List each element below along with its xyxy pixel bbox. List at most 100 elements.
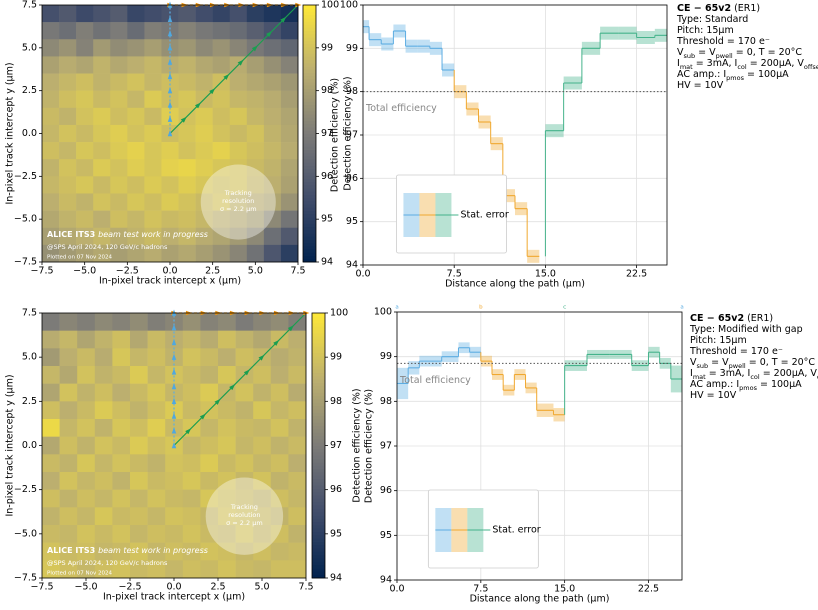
heatmap-cell [246, 107, 265, 126]
heatmap-cell [112, 525, 131, 543]
heatmap-cell [59, 124, 77, 143]
heatmap-cell [110, 159, 128, 177]
colorbar-gradient [303, 114, 316, 118]
parameter-text: I [690, 368, 693, 379]
x-axis-label: Distance along the path (µm) [445, 279, 585, 290]
heatmap-cell [253, 454, 272, 473]
parameter-text: = 200µA, V [747, 58, 805, 69]
subscript: col [737, 63, 747, 71]
colorbar-gradient [312, 475, 325, 480]
heatmap-cell [110, 210, 128, 229]
heatmap-cell [130, 454, 148, 473]
heatmap-cell [178, 22, 196, 40]
x-tick-label: 2.5 [205, 266, 220, 277]
heatmap-cell [130, 472, 148, 490]
heatmap-cell [42, 348, 60, 367]
heatmap-cell [165, 454, 184, 473]
colorbar-gradient [312, 319, 325, 324]
heatmap-cell [59, 472, 78, 490]
heatmap-cell [280, 142, 299, 160]
heatmap-cell [200, 383, 219, 402]
heatmap-cell [130, 436, 148, 455]
heatmap-cell [110, 244, 128, 263]
parameter-text: = 0, T = 20°C [733, 47, 803, 58]
colorbar-gradient [312, 339, 325, 344]
y-tick-label: 97 [346, 130, 358, 141]
sensor-parameter: Vsub = Vpwell = 0, T = 20°C [690, 357, 815, 371]
y-tick-label: 96 [380, 485, 392, 496]
heatmap-cell [195, 124, 213, 143]
experiment-name: ALICE ITS3 [47, 546, 95, 555]
colorbar-gradient [303, 91, 316, 96]
heatmap-cell [59, 330, 78, 349]
path-segment [173, 312, 307, 446]
heatmap-cell [229, 244, 248, 263]
heatmap-cell [93, 107, 111, 126]
colorbar-gradient [303, 46, 316, 51]
heatmap-cell [280, 107, 299, 126]
heatmap-cell [42, 383, 60, 402]
heatmap-cell [235, 436, 254, 455]
colorbar-gradient [303, 136, 316, 141]
subscript: mat [680, 63, 693, 71]
y-tick-label: 0.0 [22, 128, 37, 139]
heatmap-cell [42, 244, 60, 263]
y-tick-label: 2.5 [22, 396, 37, 407]
heatmap-cell [59, 542, 78, 561]
colorbar-gradient [312, 455, 325, 460]
colorbar-gradient [303, 252, 316, 256]
heatmap-cell [42, 90, 60, 109]
colorbar-gradient [303, 249, 316, 253]
path-marker [171, 324, 177, 331]
heatmap-cell [235, 472, 254, 490]
heatmap-cell [93, 142, 111, 160]
heatmap-cell [147, 489, 166, 508]
heatmap-cell [288, 489, 307, 508]
heatmap-cell [130, 348, 148, 367]
colorbar-gradient [303, 236, 316, 240]
legend-label: Stat. error [492, 525, 540, 536]
sensor-title: CE − 65v2 (ER1) [677, 3, 760, 14]
colorbar-gradient [312, 382, 325, 387]
heatmap-cell [144, 227, 162, 246]
x-tick-label: 22.5 [626, 269, 647, 280]
heatmap-cell [263, 244, 282, 263]
heatmap-cell [42, 419, 60, 437]
heatmap-cell [218, 313, 236, 331]
heatmap-cell [76, 107, 94, 126]
experiment-label: ALICE ITS3 beam test work in progress [47, 546, 208, 555]
heatmap-cell [178, 227, 196, 246]
heatmap-cell [94, 366, 113, 384]
heatmap-cell [130, 401, 148, 420]
heatmap-cell [76, 244, 94, 263]
heatmap-cell [218, 507, 236, 526]
heatmap-cell [200, 507, 219, 526]
heatmap-cell [147, 560, 166, 579]
heatmap-cell [42, 436, 60, 455]
heatmap-cell [93, 73, 111, 91]
heatmap-cell [288, 366, 307, 384]
path-marker [258, 354, 265, 361]
heatmap-cell [235, 401, 254, 420]
experiment-status: beam test work in progress [98, 546, 208, 555]
heatmap-cell [200, 330, 219, 349]
colorbar-gradient [312, 322, 325, 327]
heatmap-cell [144, 124, 162, 143]
path-marker [171, 427, 177, 434]
heatmap-cell [147, 454, 166, 473]
subscript: col [750, 373, 760, 381]
y-axis-label: Detection efficiency (%) [364, 389, 375, 503]
colorbar-gradient [303, 94, 316, 99]
heatmap-cell [263, 56, 282, 74]
heatmap-cell [76, 142, 94, 160]
colorbar-gradient [312, 452, 325, 456]
heatmap-cell [200, 436, 219, 455]
heatmap-cell [229, 5, 248, 23]
colorbar-tick-label: 94 [321, 257, 333, 268]
parameter-text: HV = 10V [677, 80, 724, 91]
heatmap-cell [182, 366, 201, 384]
parameter-text: Type: Standard [676, 14, 748, 25]
heatmap-cell [270, 366, 289, 384]
heatmap-cell [165, 560, 184, 579]
sensor-note: (ER1) [747, 313, 773, 324]
